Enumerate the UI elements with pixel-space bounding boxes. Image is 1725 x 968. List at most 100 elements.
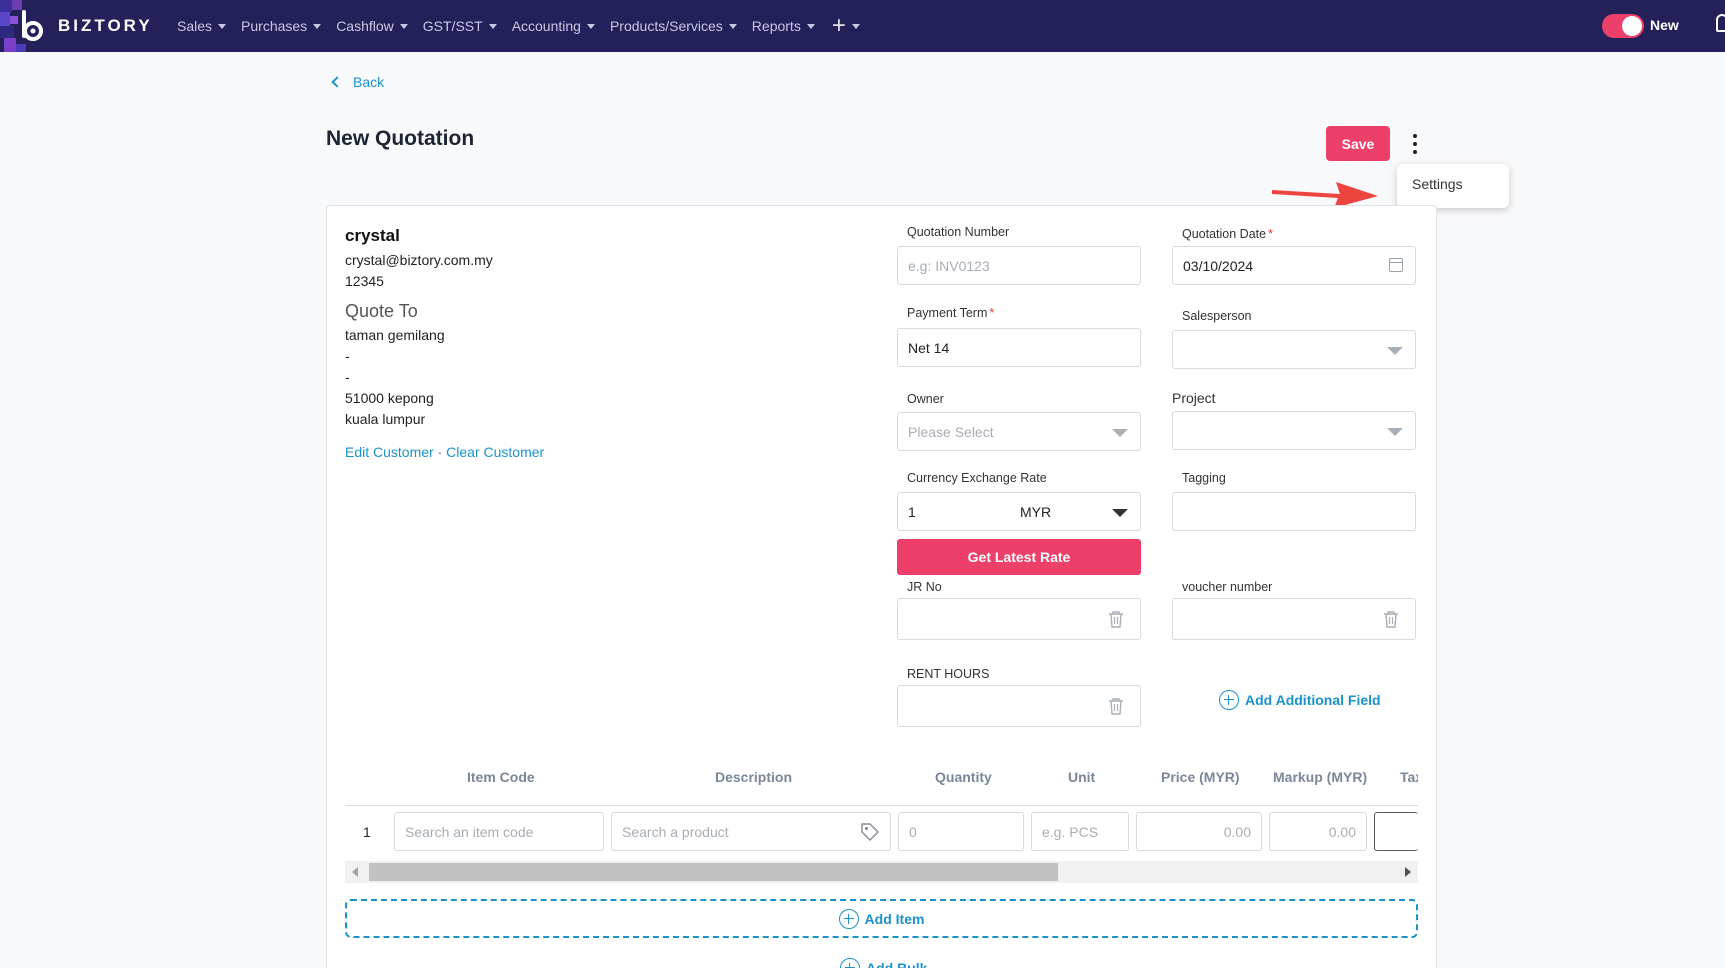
payment-term-label-text: Payment Term bbox=[907, 306, 988, 320]
notification-bell-icon[interactable] bbox=[1716, 14, 1725, 32]
logo-mark-icon bbox=[0, 0, 52, 52]
chevron-down-icon bbox=[488, 23, 497, 29]
address-line: - bbox=[345, 348, 350, 364]
quantity-input[interactable]: 0 bbox=[898, 812, 1024, 851]
quotation-date-label: Quotation Date * bbox=[1182, 227, 1273, 241]
voucher-number-input[interactable] bbox=[1172, 598, 1416, 640]
clear-customer-link[interactable]: Clear Customer bbox=[446, 444, 545, 460]
markup-placeholder: 0.00 bbox=[1328, 823, 1356, 840]
unit-input[interactable]: e.g. PCS bbox=[1031, 812, 1129, 851]
plus-circle-icon bbox=[1219, 690, 1239, 710]
currency-rate-input[interactable]: 1 MYR bbox=[897, 492, 1141, 531]
currency-code-select[interactable]: MYR bbox=[1020, 504, 1052, 520]
project-select[interactable] bbox=[1172, 411, 1416, 450]
column-header-description: Description bbox=[715, 769, 793, 785]
nav-sales[interactable]: Sales bbox=[177, 18, 227, 34]
trash-icon[interactable] bbox=[1383, 610, 1399, 628]
chevron-down-icon bbox=[728, 23, 737, 29]
tax-select[interactable] bbox=[1374, 812, 1418, 851]
markup-input[interactable]: 0.00 bbox=[1269, 812, 1367, 851]
options-dropdown-menu: Settings bbox=[1397, 164, 1509, 208]
nav-accounting[interactable]: Accounting bbox=[512, 18, 595, 34]
chevron-down-icon bbox=[1112, 509, 1128, 517]
back-link[interactable]: Back bbox=[331, 74, 384, 90]
scrollbar-thumb[interactable] bbox=[369, 863, 1058, 881]
address-line: taman gemilang bbox=[345, 327, 445, 343]
nav-purchases[interactable]: Purchases bbox=[241, 18, 322, 34]
add-item-label: Add Item bbox=[864, 910, 925, 927]
product-search-placeholder: Search a product bbox=[622, 823, 729, 840]
tag-icon[interactable] bbox=[860, 822, 880, 842]
nav-quick-add[interactable]: + bbox=[830, 12, 860, 39]
scroll-left-arrow-icon[interactable] bbox=[352, 867, 358, 877]
add-additional-field-button[interactable]: Add Additional Field bbox=[1219, 690, 1381, 710]
chevron-down-icon bbox=[218, 23, 227, 29]
quantity-placeholder: 0 bbox=[909, 823, 917, 840]
tagging-label: Tagging bbox=[1182, 471, 1226, 485]
trash-icon[interactable] bbox=[1108, 697, 1124, 715]
quotation-date-value: 03/10/2024 bbox=[1183, 257, 1254, 274]
page-title: New Quotation bbox=[326, 127, 475, 150]
brand-name: BIZTORY bbox=[58, 16, 153, 35]
brand-logo[interactable]: BIZTORY bbox=[0, 0, 153, 52]
payment-term-value: Net 14 bbox=[908, 339, 950, 356]
owner-placeholder: Please Select bbox=[908, 423, 994, 440]
customer-phone: 12345 bbox=[345, 273, 384, 289]
save-button[interactable]: Save bbox=[1326, 126, 1390, 161]
red-arrow-annotation-icon bbox=[1272, 182, 1378, 208]
chevron-down-icon bbox=[313, 23, 322, 29]
nav-reports[interactable]: Reports bbox=[752, 18, 815, 34]
product-search-input[interactable]: Search a product bbox=[611, 812, 891, 851]
nav-label: Accounting bbox=[511, 18, 581, 34]
item-code-input[interactable]: Search an item code bbox=[394, 812, 604, 851]
quotation-number-input[interactable]: e.g: INV0123 bbox=[897, 246, 1141, 285]
table-horizontal-scrollbar[interactable] bbox=[345, 861, 1418, 883]
quotation-number-placeholder: e.g: INV0123 bbox=[908, 257, 990, 274]
top-navbar: BIZTORY Sales Purchases Cashflow GST/SST… bbox=[0, 0, 1725, 52]
table-header-divider bbox=[345, 805, 1418, 806]
required-mark: * bbox=[1268, 227, 1273, 241]
trash-icon[interactable] bbox=[1108, 610, 1124, 628]
payment-term-input[interactable]: Net 14 bbox=[897, 328, 1141, 367]
price-input[interactable]: 0.00 bbox=[1136, 812, 1262, 851]
plus-circle-icon bbox=[838, 908, 859, 929]
new-ui-toggle[interactable] bbox=[1602, 14, 1644, 38]
customer-name: crystal bbox=[345, 226, 400, 245]
add-item-button[interactable]: Add Item bbox=[345, 899, 1418, 938]
calendar-icon[interactable] bbox=[1389, 258, 1403, 272]
main-menu: Sales Purchases Cashflow GST/SST Account… bbox=[177, 0, 875, 52]
get-latest-rate-button[interactable]: Get Latest Rate bbox=[897, 539, 1141, 575]
column-header-price: Price (MYR) bbox=[1161, 769, 1240, 785]
nav-cashflow[interactable]: Cashflow bbox=[336, 18, 408, 34]
nav-label: Cashflow bbox=[336, 18, 394, 34]
scroll-right-arrow-icon[interactable] bbox=[1405, 867, 1411, 877]
quotation-date-label-text: Quotation Date bbox=[1182, 227, 1267, 241]
chevron-down-icon bbox=[806, 23, 815, 29]
column-header-item-code: Item Code bbox=[467, 769, 535, 785]
chevron-down-icon bbox=[1387, 347, 1403, 355]
jr-no-input[interactable] bbox=[897, 598, 1141, 640]
menu-item-settings[interactable]: Settings bbox=[1412, 176, 1463, 192]
chevron-down-icon bbox=[1112, 429, 1128, 437]
quotation-date-input[interactable]: 03/10/2024 bbox=[1172, 246, 1416, 285]
chevron-down-icon bbox=[1387, 428, 1403, 436]
column-header-quantity: Quantity bbox=[935, 769, 992, 785]
rent-hours-input[interactable] bbox=[897, 685, 1141, 727]
row-number: 1 bbox=[363, 824, 371, 840]
edit-customer-link[interactable]: Edit Customer bbox=[345, 444, 434, 460]
add-bulk-button[interactable]: Add Bulk bbox=[840, 958, 927, 968]
nav-products-services[interactable]: Products/Services bbox=[610, 18, 737, 34]
nav-label: Purchases bbox=[241, 18, 308, 34]
nav-gst-sst[interactable]: GST/SST bbox=[423, 18, 497, 34]
nav-label: Sales bbox=[177, 18, 213, 34]
salesperson-select[interactable] bbox=[1172, 330, 1416, 369]
nav-label: Reports bbox=[751, 18, 801, 34]
customer-email: crystal@biztory.com.my bbox=[345, 252, 493, 268]
tagging-input[interactable] bbox=[1172, 492, 1416, 531]
more-options-icon[interactable] bbox=[1410, 134, 1420, 154]
nav-label: GST/SST bbox=[422, 18, 483, 34]
owner-select[interactable]: Please Select bbox=[897, 412, 1141, 451]
quote-to-label: Quote To bbox=[345, 301, 418, 321]
price-placeholder: 0.00 bbox=[1223, 823, 1251, 840]
plus-icon: + bbox=[831, 12, 846, 39]
